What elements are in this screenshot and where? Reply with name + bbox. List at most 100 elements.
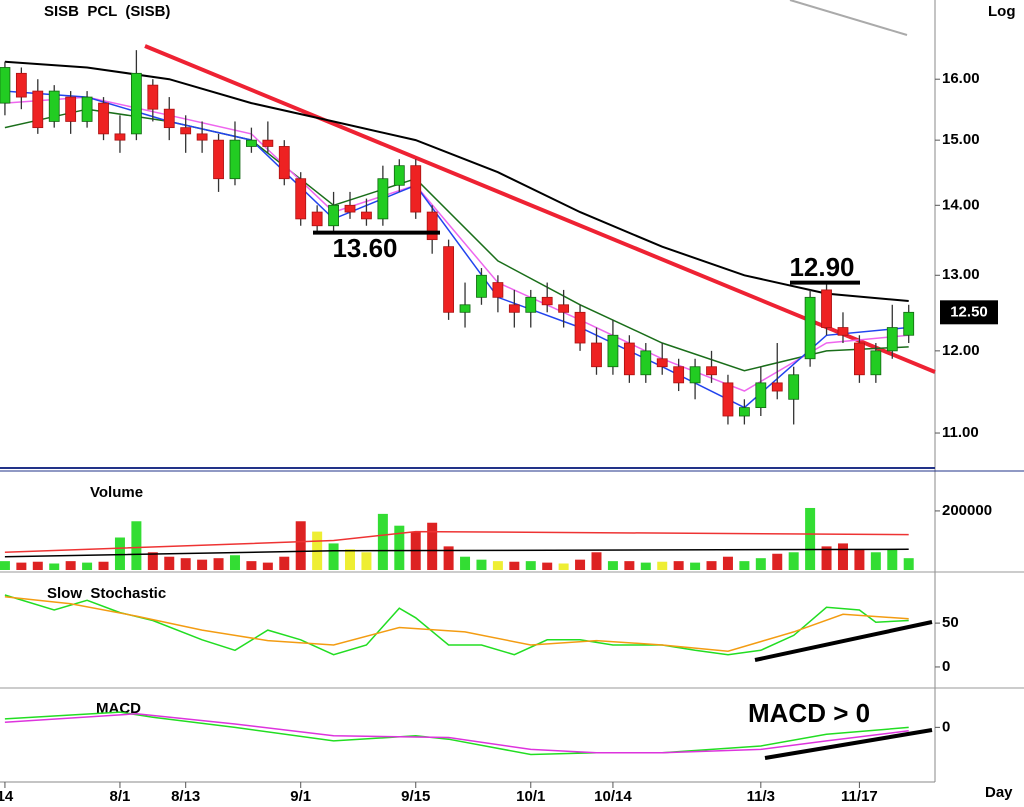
x-tick-label: 11/17 [841,788,878,805]
x-tick-label: 8/1 [110,788,131,805]
x-tick-label: 9/15 [401,788,430,805]
line-series [4,711,909,756]
candle-body [476,274,487,298]
candle-body [837,327,849,336]
volume-bar [837,543,848,570]
candle-body [656,358,668,368]
candle-body [755,382,767,409]
candle-body [706,366,717,376]
volume-bar [624,561,635,570]
volume-bar [279,556,290,570]
candle-body [738,407,750,417]
candle-body [98,102,109,135]
volume-bar [558,563,569,570]
volume-bar [509,561,520,570]
volume-bar [32,561,43,570]
volume-bar [903,558,914,570]
trend-line [144,44,936,374]
y-tick-label: 13.00 [942,266,980,283]
candle-body [591,342,602,368]
x-tick-label: 9/1 [290,788,311,805]
volume-bar [65,561,76,570]
volume-bar [361,552,372,570]
candle-body [311,211,323,227]
y-tick-label: 0 [942,658,950,675]
x-tick-label: 10/1 [516,788,545,805]
volume-bar [229,555,240,570]
candle-body [246,139,257,147]
candle-body [525,296,537,313]
candle-body [393,165,405,186]
y-tick-label: 15.00 [942,131,980,148]
trend-line [764,728,933,760]
y-tick-label: 11.00 [942,424,979,441]
candle-body [361,211,372,220]
y-tick-label: 0 [942,718,950,735]
candle-body [854,342,865,376]
volume-bar [673,561,684,570]
volume-bar [377,513,388,570]
volume-bar [690,562,701,570]
volume-bar [345,549,356,570]
volume-bar [739,561,750,570]
line-series [4,530,909,554]
last-price-label: 12.50 [950,303,988,320]
candle-body [804,296,816,360]
candle-body [722,382,734,417]
volume-bar [262,562,273,570]
y-tick-label: 50 [942,614,959,631]
candle-body [0,67,11,104]
candle-body [607,334,619,368]
volume-bar [788,552,799,570]
candle-body [558,304,570,313]
volume-bar [443,546,454,570]
chart-title: SISB PCL (SISB) [44,3,170,20]
volume-bar [82,562,93,570]
volume-bar [805,507,816,570]
panel-title: Volume [90,484,143,501]
volume-bar [492,561,503,570]
candle-body [508,304,520,313]
candle-body [81,96,93,122]
candle-body [32,90,44,129]
candle-body [870,350,882,376]
line-series [4,108,909,372]
candle-body [903,311,915,336]
volume-bar [640,562,651,570]
candle-body [328,204,339,227]
x-tick-label: 14 [0,788,14,805]
volume-bar [821,546,832,570]
candle-body [196,133,208,141]
candle-body [689,366,701,384]
volume-bar [870,552,881,570]
candle-body [377,178,389,220]
candle-body [771,382,783,392]
volume-bar [197,559,208,570]
line-series [4,596,909,652]
candle-body [459,304,471,313]
x-tick-label: 10/14 [594,788,632,805]
volume-bar [180,558,191,570]
panel-title: Slow Stochastic [47,585,166,602]
candle-body [541,296,553,306]
candle-body [788,374,800,400]
candle-body [65,96,77,122]
y-tick-label: 12.00 [942,342,980,359]
candle-body [147,84,159,110]
candle-body [492,282,504,298]
volume-bar [164,556,175,570]
volume-bar [0,561,10,570]
line-series [4,713,909,754]
annotation: 12.90 [789,252,854,282]
annotation: 13.60 [332,233,397,263]
volume-bar [114,537,125,570]
candle-body [574,311,586,344]
volume-bar [328,543,339,570]
annotation: MACD > 0 [748,698,870,728]
line-series [4,594,909,656]
volume-bar [887,549,898,570]
candle-body [229,139,241,180]
volume-bar [98,561,109,570]
volume-bar [657,561,668,570]
candle-body [410,165,422,213]
